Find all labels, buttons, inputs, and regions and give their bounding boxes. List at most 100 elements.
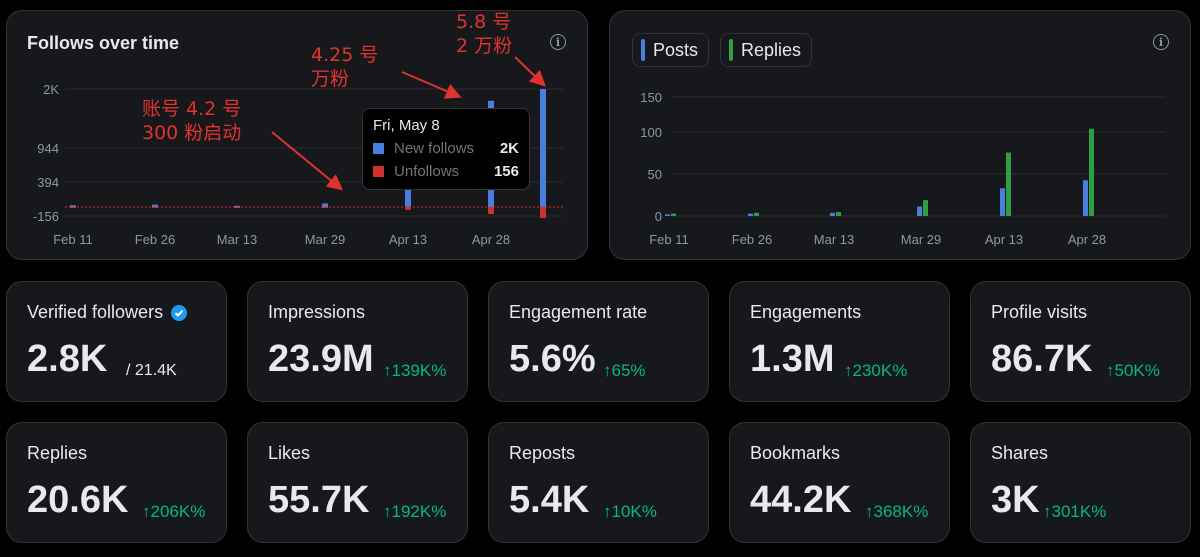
- stat-label-text: Engagements: [750, 302, 862, 322]
- stat-value: 55.7K: [268, 479, 370, 521]
- stat-card-verified-followers[interactable]: Verified followers 2.8K / 21.4K: [6, 281, 227, 402]
- stat-change: ↑192K%: [383, 502, 447, 521]
- stat-suffix: / 21.4K: [126, 362, 177, 379]
- tooltip-value: 156: [493, 163, 519, 180]
- stat-value: 44.2K: [750, 479, 852, 521]
- bar-replies: [754, 212, 759, 216]
- y-tick-label: 394: [37, 175, 59, 190]
- bar-new-follows: [70, 205, 76, 207]
- stat-label-text: Reposts: [509, 443, 576, 463]
- y-tick-label: 0: [655, 209, 662, 224]
- legend-posts-label: Posts: [653, 39, 699, 60]
- stat-value: 5.6%: [509, 338, 596, 380]
- stat-value: 86.7K: [991, 338, 1093, 380]
- x-tick-label: Mar 29: [305, 232, 345, 247]
- x-tick-label: Apr 13: [985, 232, 1023, 247]
- bar-posts: [1083, 180, 1088, 216]
- stat-card-replies[interactable]: Replies 20.6K ↑206K%: [6, 422, 227, 543]
- stat-value: 23.9M: [268, 338, 374, 380]
- stat-label: Shares: [991, 443, 1048, 464]
- x-tick-label: Apr 13: [389, 232, 427, 247]
- annotation-20k: 5.8 号 2 万粉: [456, 10, 512, 58]
- stat-label-text: Bookmarks: [750, 443, 841, 463]
- annotation-launch-line1: 账号 4.2 号: [142, 98, 242, 120]
- annotation-20k-line2: 2 万粉: [456, 35, 513, 57]
- x-tick-label: Feb 26: [732, 232, 772, 247]
- stat-change: ↑368K%: [865, 502, 929, 521]
- stat-value: 2.8K: [27, 338, 108, 380]
- x-tick-label: Apr 28: [1068, 232, 1106, 247]
- stat-label: Replies: [27, 443, 87, 464]
- posts-chart-card: Posts Replies i 150 100 50 0 Feb 11 Feb 26 Ma…: [609, 10, 1191, 260]
- legend-replies-label: Replies: [741, 39, 802, 60]
- bar-new-follows: [405, 179, 411, 207]
- y-tick-label: -156: [33, 209, 59, 224]
- legend-posts[interactable]: Posts: [632, 33, 710, 67]
- stat-card-impressions[interactable]: Impressions 23.9M ↑139K%: [247, 281, 468, 402]
- x-tick-label: Apr 28: [472, 232, 510, 247]
- stat-card-engagements[interactable]: Engagements 1.3M ↑230K%: [729, 281, 950, 402]
- posts-chart-plot[interactable]: 150 100 50 0 Feb 11 Feb 26 Mar 13 Mar 29 Apr 13…: [610, 11, 1192, 261]
- stat-value: 20.6K: [27, 479, 129, 521]
- bar-new-follows: [540, 89, 546, 207]
- annotation-launch-line2: 300 粉启动: [142, 122, 242, 144]
- annotation-10k-line2: 万粉: [311, 68, 350, 90]
- stat-card-engagement-rate[interactable]: Engagement rate 5.6% ↑65%: [488, 281, 709, 402]
- chart-tooltip: Fri, May 8 New follows 2K Unfollows 156: [362, 108, 530, 190]
- tooltip-swatch-red: [373, 166, 384, 177]
- stat-label: Reposts: [509, 443, 575, 464]
- stat-value: 3K: [991, 479, 1040, 521]
- legend-swatch-posts: [641, 39, 645, 61]
- stat-card-shares[interactable]: Shares 3K ↑301K%: [970, 422, 1191, 543]
- legend-swatch-replies: [729, 39, 733, 61]
- bar-replies: [923, 200, 928, 216]
- x-tick-label: Mar 13: [217, 232, 257, 247]
- legend-replies[interactable]: Replies: [720, 33, 813, 67]
- stat-card-profile-visits[interactable]: Profile visits 86.7K ↑50K%: [970, 281, 1191, 402]
- stat-label-text: Verified followers: [27, 302, 164, 322]
- stat-label: Verified followers: [27, 302, 188, 323]
- bar-unfollows: [540, 207, 546, 219]
- bar-posts: [917, 206, 922, 216]
- y-tick-label: 50: [648, 167, 662, 182]
- follows-chart-title: Follows over time: [27, 33, 180, 53]
- tooltip-value: 2K: [499, 140, 519, 157]
- bar-unfollows: [405, 207, 411, 210]
- stat-value: 5.4K: [509, 479, 590, 521]
- bar-unfollows: [488, 207, 494, 215]
- x-tick-label: Mar 29: [901, 232, 941, 247]
- stat-change: ↑230K%: [844, 361, 908, 380]
- bar-replies: [1089, 128, 1094, 216]
- stat-label-text: Impressions: [268, 302, 366, 322]
- stat-label: Engagements: [750, 302, 861, 323]
- stat-change: ↑10K%: [603, 502, 657, 521]
- stat-change: ↑301K%: [1043, 502, 1107, 521]
- bar-new-follows: [152, 204, 158, 207]
- info-icon[interactable]: i: [550, 34, 566, 50]
- annotation-10k: 4.25 号 万粉: [311, 43, 378, 91]
- bar-posts: [665, 214, 670, 216]
- info-icon[interactable]: i: [1153, 34, 1169, 50]
- y-tick-label: 2K: [43, 82, 59, 97]
- stat-label: Impressions: [268, 302, 365, 323]
- bar-new-follows: [322, 203, 328, 207]
- stat-value: 1.3M: [750, 338, 835, 380]
- tooltip-row-unfollows: Unfollows 156: [373, 163, 519, 180]
- bar-posts: [748, 213, 753, 216]
- stat-label-text: Likes: [268, 443, 311, 463]
- tooltip-row-new-follows: New follows 2K: [373, 140, 519, 157]
- stat-card-likes[interactable]: Likes 55.7K ↑192K%: [247, 422, 468, 543]
- x-tick-label: Mar 13: [814, 232, 854, 247]
- stat-label: Engagement rate: [509, 302, 647, 323]
- stat-card-reposts[interactable]: Reposts 5.4K ↑10K%: [488, 422, 709, 543]
- stat-card-bookmarks[interactable]: Bookmarks 44.2K ↑368K%: [729, 422, 950, 543]
- annotation-launch: 账号 4.2 号 300 粉启动: [142, 97, 241, 145]
- bar-replies: [671, 213, 676, 216]
- tooltip-label: Unfollows: [394, 163, 460, 180]
- x-tick-label: Feb 26: [135, 232, 175, 247]
- tooltip-swatch-blue: [373, 143, 384, 154]
- stat-label: Bookmarks: [750, 443, 840, 464]
- tooltip-date: Fri, May 8: [373, 117, 440, 134]
- verified-badge-icon: [171, 304, 188, 321]
- annotation-20k-line1: 5.8 号: [456, 11, 512, 33]
